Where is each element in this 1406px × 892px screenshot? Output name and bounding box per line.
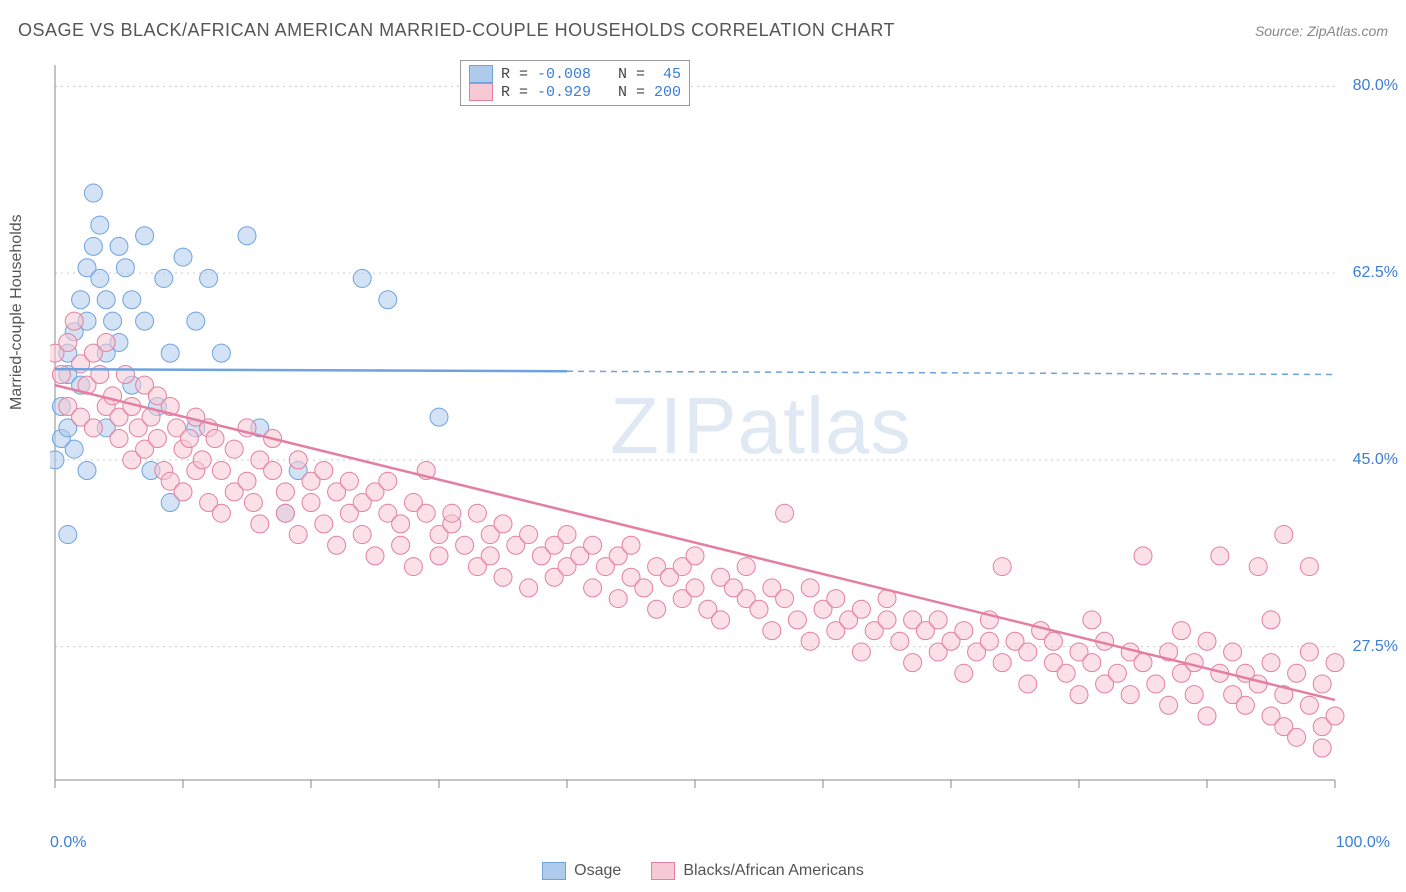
source-label: Source: ZipAtlas.com [1255, 23, 1388, 39]
x-axis-min-label: 0.0% [50, 834, 86, 852]
x-axis-max-label: 100.0% [1336, 834, 1390, 852]
legend-item: Osage [542, 862, 621, 880]
legend-label: Osage [574, 862, 621, 880]
chart-title: OSAGE VS BLACK/AFRICAN AMERICAN MARRIED-… [18, 20, 895, 41]
legend-swatch [469, 65, 493, 83]
y-tick-label: 27.5% [1353, 638, 1398, 656]
legend-label: Blacks/African Americans [683, 862, 864, 880]
series-legend: Osage Blacks/African Americans [0, 862, 1406, 880]
scatter-chart [50, 55, 1390, 835]
y-tick-label: 80.0% [1353, 77, 1398, 95]
legend-stat-row: R = -0.929 N = 200 [469, 83, 681, 101]
legend-swatch [469, 83, 493, 101]
legend-swatch [651, 862, 675, 880]
legend-stat-row: R = -0.008 N = 45 [469, 65, 681, 83]
y-axis-label: Married-couple Households [8, 214, 26, 410]
correlation-legend: R = -0.008 N = 45R = -0.929 N = 200 [460, 60, 690, 106]
chart-area [50, 55, 1390, 835]
legend-item: Blacks/African Americans [651, 862, 864, 880]
y-tick-label: 62.5% [1353, 264, 1398, 282]
legend-swatch [542, 862, 566, 880]
y-tick-label: 45.0% [1353, 451, 1398, 469]
